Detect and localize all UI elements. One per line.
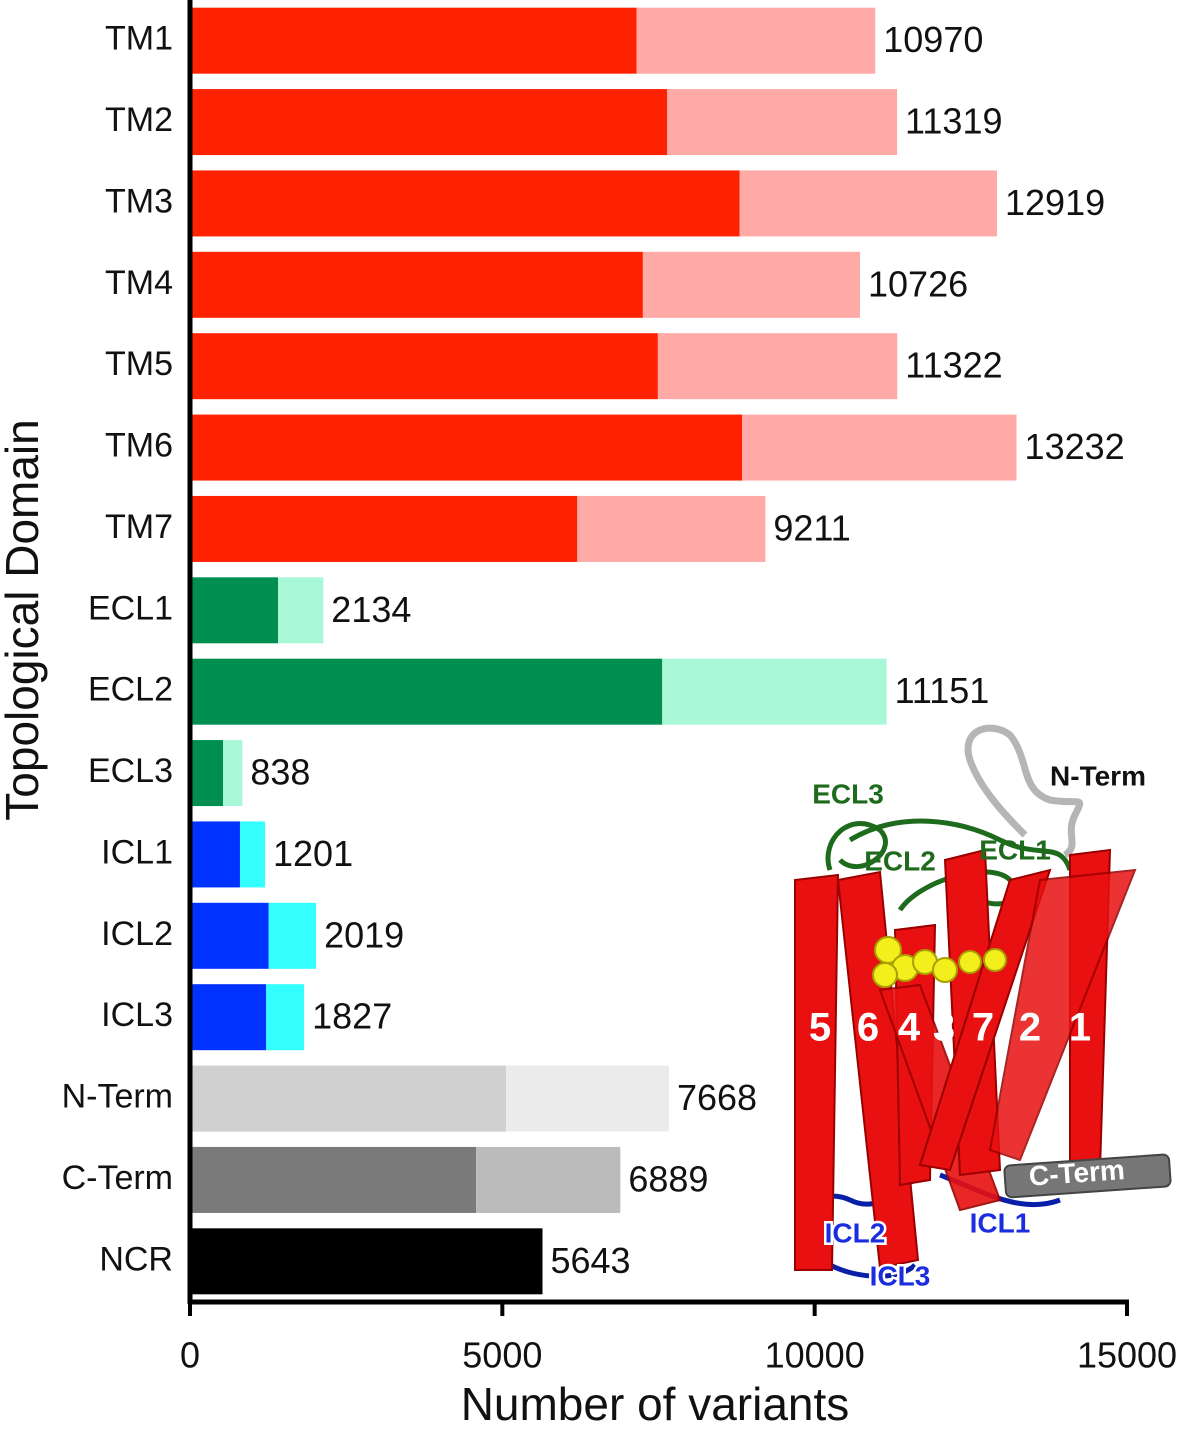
total-label: 6889	[628, 1158, 708, 1199]
x-tick-label: 5000	[462, 1335, 542, 1376]
bar-segment	[476, 1146, 621, 1213]
bar-segment	[190, 902, 269, 969]
receptor-structure: N-Term ECL3 ECL2 ECL1 5 6 4 3 7 2 1 C-Te…	[794, 724, 1172, 1294]
y-tick-label: ECL3	[88, 752, 173, 790]
y-tick-label: TM4	[105, 264, 173, 302]
bar-segment	[190, 170, 740, 237]
bar-segment	[190, 495, 578, 562]
x-tick-label: 15000	[1077, 1335, 1177, 1376]
total-label: 5643	[550, 1240, 630, 1281]
total-label: 1827	[312, 996, 392, 1037]
bar-segment	[190, 414, 743, 481]
bars	[190, 7, 1017, 1295]
helix-number: 4	[898, 1006, 921, 1050]
total-label: 1201	[273, 833, 353, 874]
bar-segment	[190, 577, 279, 644]
y-tick-label: TM7	[105, 508, 173, 546]
bar-segment	[742, 414, 1017, 481]
total-label: 2134	[331, 589, 411, 630]
y-axis-title: Topological Domain	[0, 419, 48, 820]
bar-segment	[223, 740, 243, 807]
inset-label: ECL1	[979, 834, 1051, 865]
helices	[794, 848, 1137, 1271]
y-tick-label: TM3	[105, 182, 173, 220]
y-tick-label: NCR	[99, 1240, 173, 1278]
total-label: 838	[250, 752, 310, 793]
bar-segment	[266, 984, 305, 1051]
y-tick-label: TM1	[105, 20, 173, 58]
bar-segment	[190, 333, 658, 400]
bar-segment	[636, 7, 876, 74]
y-tick-label: ICL2	[101, 915, 173, 953]
inset-label: ECL3	[812, 778, 884, 809]
total-label: 7668	[677, 1077, 757, 1118]
bar-segment	[190, 7, 637, 74]
inset-label: ICL3	[870, 1260, 931, 1291]
c-term-helix	[1003, 1153, 1172, 1199]
helix-number: 2	[1019, 1006, 1041, 1050]
bar-segment	[739, 170, 998, 237]
bar-segment	[642, 251, 861, 318]
y-tick-label: ECL2	[88, 671, 173, 709]
bar-segment	[662, 658, 887, 725]
y-tick-label: N-Term	[62, 1078, 173, 1116]
x-tick-label: 10000	[765, 1335, 865, 1376]
bar-segment	[239, 821, 266, 888]
inset-label: C-Term	[1028, 1154, 1126, 1192]
bar-segment	[190, 89, 668, 156]
y-tick-label: ICL1	[101, 833, 173, 871]
helix-number: 5	[809, 1006, 831, 1050]
bar-segment	[190, 1146, 477, 1213]
bar-segment	[190, 251, 643, 318]
helix-number: 1	[1069, 1006, 1091, 1050]
helix-number: 6	[857, 1006, 879, 1050]
inset-label: N-Term	[1050, 760, 1146, 791]
total-label: 10970	[883, 19, 983, 60]
total-label: 13232	[1025, 426, 1125, 467]
bar-segment	[667, 89, 898, 156]
inset-label: ICL2	[825, 1217, 886, 1248]
bar-segment	[577, 495, 766, 562]
y-tick-label: TM6	[105, 427, 173, 465]
bar-segment	[278, 577, 324, 644]
y-tick-label: ICL3	[101, 996, 173, 1034]
total-label: 2019	[324, 914, 404, 955]
bar-segment	[506, 1065, 669, 1132]
total-label: 12919	[1005, 182, 1105, 223]
n-term-loop	[964, 724, 1084, 858]
x-tick-label: 0	[180, 1335, 200, 1376]
helix-number: 3	[933, 1006, 955, 1050]
helix-number: 7	[972, 1006, 994, 1050]
total-label: 11319	[905, 101, 1002, 142]
ligand	[872, 936, 1007, 988]
inset-label: ICL1	[970, 1207, 1031, 1238]
bar-segment	[190, 1228, 543, 1295]
bar-segment	[268, 902, 317, 969]
y-tick-label: ECL1	[88, 589, 173, 627]
total-label: 11322	[905, 345, 1002, 386]
total-label: 11151	[895, 670, 990, 711]
y-tick-label: TM5	[105, 345, 173, 383]
bar-segment	[190, 821, 240, 888]
y-tick-label: C-Term	[62, 1159, 173, 1197]
x-axis-title: Number of variants	[461, 1378, 850, 1429]
inset-label: ECL2	[864, 845, 936, 876]
total-label: 9211	[773, 507, 850, 548]
bar-segment	[657, 333, 898, 400]
bar-segment	[190, 1065, 507, 1132]
y-tick-label: TM2	[105, 101, 173, 139]
bar-segment	[190, 658, 663, 725]
bar-segment	[190, 984, 267, 1051]
total-label: 10726	[868, 263, 968, 304]
bar-segment	[190, 740, 224, 807]
